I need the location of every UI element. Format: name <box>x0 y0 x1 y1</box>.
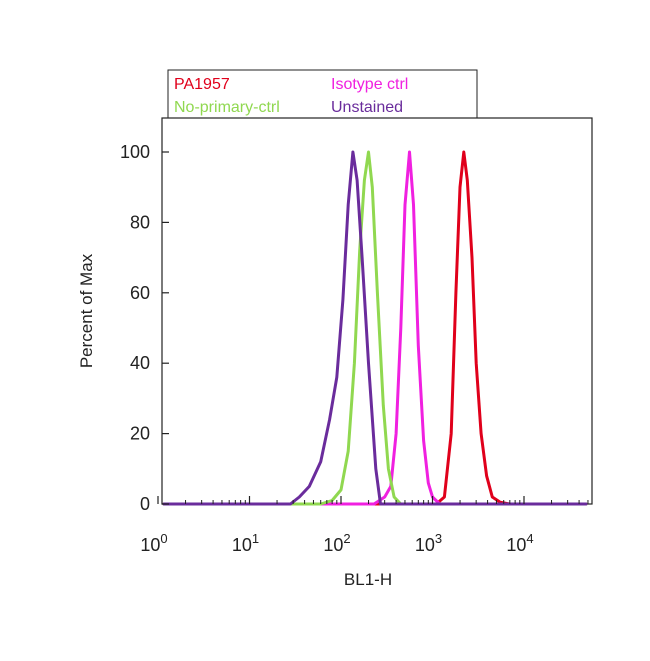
legend-entry-isotype-ctrl: Isotype ctrl <box>331 76 408 93</box>
y-tick-label-80: 80 <box>130 212 150 232</box>
legend-entry-pa1957: PA1957 <box>174 76 230 93</box>
x-tick-label-4: 104 <box>506 531 533 555</box>
series-line-pa1957 <box>162 150 588 506</box>
x-axis-label: BL1-H <box>344 570 392 589</box>
y-tick-label-60: 60 <box>130 283 150 303</box>
x-tick-label-0: 100 <box>140 531 167 555</box>
legend-entry-no-primary-ctrl: No-primary-ctrl <box>174 99 280 116</box>
x-tick-label-1: 101 <box>232 531 259 555</box>
series-line-unstained <box>162 150 588 506</box>
ticks-layer: 0 20 40 60 80 100 100 101 102 103 104 <box>120 142 589 555</box>
y-tick-label-20: 20 <box>130 424 150 444</box>
series-line-isotype-ctrl <box>162 150 588 506</box>
legend-entry-unstained: Unstained <box>331 99 403 116</box>
legend-box <box>167 69 478 119</box>
series-line-no-primary-ctrl <box>162 150 588 506</box>
y-tick-label-40: 40 <box>130 353 150 373</box>
x-tick-label-2: 102 <box>323 531 350 555</box>
series-layer <box>162 150 588 506</box>
x-tick-label-3: 103 <box>415 531 442 555</box>
y-tick-label-0: 0 <box>140 494 150 514</box>
y-tick-label-100: 100 <box>120 142 150 162</box>
y-axis-label: Percent of Max <box>77 253 96 368</box>
legend: PA1957 Isotype ctrl No-primary-ctrl Unst… <box>167 69 478 119</box>
